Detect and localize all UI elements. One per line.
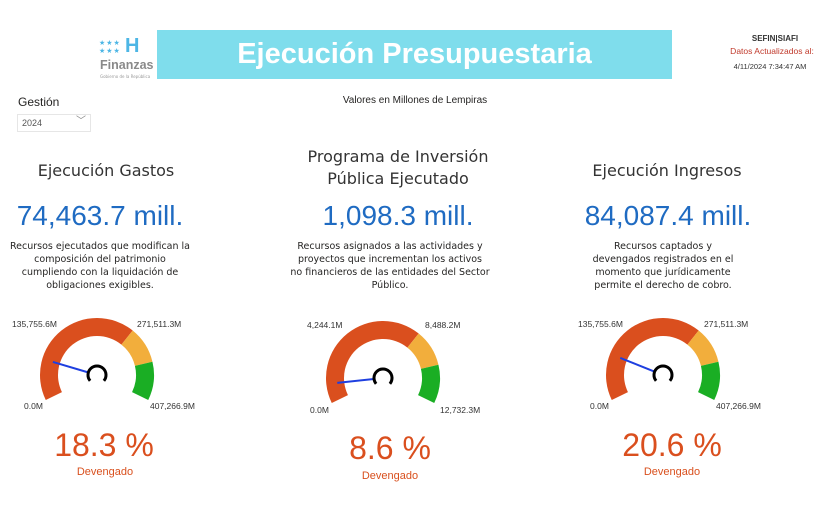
gestion-selected: 2024: [22, 118, 43, 128]
description-ingresos: Recursos captados y devengados registrad…: [593, 240, 734, 292]
units-subtitle: Valores en Millones de Lempiras: [342, 95, 488, 106]
desc-line: proyectos que incrementan los activos: [298, 254, 482, 265]
gauge-band-orange: [121, 330, 153, 366]
logo-subtext: Gobierno de la República: [100, 74, 151, 79]
gauge-label-max: 12,732.3M: [440, 405, 481, 415]
logo-h-icon: H: [125, 35, 140, 57]
caption-inversion: Devengado: [361, 470, 419, 482]
gauge-label-max: 407,266.9M: [716, 401, 761, 411]
gauge-band-green: [418, 364, 440, 403]
gauge-label-t2: 271,511.3M: [137, 319, 182, 329]
description-inversion: Recursos asignados a las actividades y p…: [290, 240, 489, 292]
gauge-label-min: 0.0M: [590, 401, 609, 411]
gauge-needle: [337, 377, 376, 384]
value-ingresos: 84,087.4 mill.: [584, 200, 752, 231]
gauge-label-t2: 8,488.2M: [425, 320, 461, 330]
gauge-label-t1: 135,755.6M: [12, 319, 57, 329]
gauge-band-red: [326, 321, 419, 403]
gestion-dropdown[interactable]: 2024 ﹀: [17, 114, 91, 132]
gauge-inversion: [326, 321, 440, 403]
gauge-band-red: [606, 318, 699, 400]
finanzas-logo: ★★★ ★★★ H Finanzas Gobierno de la Repúbli…: [98, 36, 160, 86]
updated-value: 4/11/2024 7:34:47 AM: [733, 62, 807, 71]
value-gastos: 74,463.7 mill.: [16, 200, 184, 231]
gauge-label-t2: 271,511.3M: [704, 319, 749, 329]
gauge-gastos: [40, 318, 154, 400]
logo-stars-icon: ★★★ ★★★: [99, 39, 121, 55]
gauge-band-orange: [407, 333, 439, 369]
desc-line: cumpliendo con la liquidación de: [21, 267, 179, 278]
gestion-label: Gestión: [18, 95, 60, 109]
page-title: Ejecución Presupuestaria: [237, 38, 592, 70]
desc-line: composición del patrimonio: [34, 254, 166, 265]
chevron-down-icon: ﹀: [76, 116, 86, 127]
description-gastos: Recursos ejecutados que modifican la com…: [10, 240, 190, 292]
panel-title-ingresos: Ejecución Ingresos: [592, 160, 741, 182]
caption-gastos: Devengado: [76, 466, 134, 478]
desc-line: Público.: [371, 280, 409, 291]
gauge-label-t1: 4,244.1M: [307, 320, 343, 330]
gauge-needle: [52, 361, 90, 374]
desc-line: obligaciones exigibles.: [46, 280, 154, 291]
logo-name: Finanzas: [100, 58, 154, 72]
gauge-band-green: [698, 361, 720, 400]
gauge-label-min: 0.0M: [24, 401, 43, 411]
title-line: Pública Ejecutado: [327, 169, 469, 188]
panel-title-inversion: Programa de Inversión Pública Ejecutado: [308, 146, 489, 190]
desc-line: Recursos captados y: [614, 241, 712, 252]
title-line: Ejecución Gastos: [37, 161, 175, 180]
gauge-hub: [86, 364, 108, 382]
desc-line: momento que jurídicamente: [595, 267, 731, 278]
desc-line: no financieros de las entidades del Sect…: [290, 267, 490, 278]
gauge-hub: [372, 367, 394, 385]
gauge-label-t1: 135,755.6M: [578, 319, 623, 329]
percent-ingresos: 20.6 %: [622, 427, 722, 463]
gauge-hub: [652, 364, 674, 382]
value-inversion: 1,098.3 mill.: [322, 200, 474, 231]
title-line: Ejecución Ingresos: [592, 161, 742, 180]
updated-label: Datos Actualizados al:: [730, 46, 814, 56]
gauge-label-min: 0.0M: [310, 405, 329, 415]
gauge-band-red: [40, 318, 133, 400]
panel-title-gastos: Ejecución Gastos: [38, 160, 175, 182]
gauge-label-max: 407,266.9M: [150, 401, 195, 411]
desc-line: Recursos ejecutados que modifican la: [9, 241, 191, 252]
percent-inversion: 8.6 %: [349, 430, 431, 466]
title-banner: Ejecución Presupuestaria: [157, 30, 672, 79]
desc-line: permite el derecho de cobro.: [594, 280, 732, 291]
gauge-needle: [619, 356, 656, 373]
desc-line: devengados registrados en el: [592, 254, 734, 265]
caption-ingresos: Devengado: [643, 466, 701, 478]
gauge-band-orange: [687, 330, 719, 366]
gauge-band-green: [132, 361, 154, 400]
source-label: SEFIN|SIAFI: [751, 34, 799, 43]
desc-line: Recursos asignados a las actividades y: [297, 241, 483, 252]
title-line: Programa de Inversión: [307, 147, 489, 166]
gauge-ingresos: [606, 318, 720, 400]
percent-gastos: 18.3 %: [54, 427, 154, 463]
